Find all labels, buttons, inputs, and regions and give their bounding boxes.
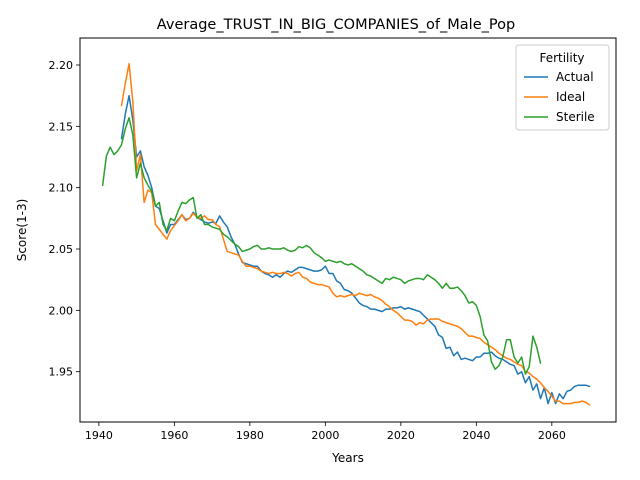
chart-title: Average_TRUST_IN_BIG_COMPANIES_of_Male_P… xyxy=(157,17,515,33)
legend-label-actual: Actual xyxy=(556,70,594,84)
plot-frame xyxy=(79,37,617,423)
y-axis-label: Score(1-3) xyxy=(15,199,29,262)
legend-label-ideal: Ideal xyxy=(556,90,585,104)
legend-box xyxy=(515,44,610,131)
x-tick-label: 2060 xyxy=(538,429,566,442)
series-line-actual xyxy=(120,94,591,405)
y-tick-label: 2.05 xyxy=(49,243,74,256)
y-tick-label: 2.00 xyxy=(49,304,74,317)
legend-title: Fertility xyxy=(539,51,584,65)
x-tick-label: 1960 xyxy=(160,429,188,442)
legend-label-sterile: Sterile xyxy=(556,110,595,124)
x-axis-label: Years xyxy=(331,451,364,465)
x-tick-label: 1940 xyxy=(85,429,113,442)
y-tick-label: 2.20 xyxy=(49,59,74,72)
legend: Fertility Actual Ideal Sterile xyxy=(515,44,610,131)
x-tick-label: 1980 xyxy=(236,429,264,442)
series-line-sterile xyxy=(101,116,542,375)
series-line-ideal xyxy=(120,63,591,406)
axes: 1940 1960 1980 2000 2020 2040 2060 1.95 2.00 2.05… xyxy=(49,59,566,442)
x-tick-label: 2000 xyxy=(311,429,339,442)
y-tick-label: 2.15 xyxy=(49,120,74,133)
y-tick-label: 2.10 xyxy=(49,182,74,195)
x-tick-label: 2040 xyxy=(462,429,490,442)
x-tick-label: 2020 xyxy=(387,429,415,442)
y-tick-label: 1.95 xyxy=(49,366,74,379)
series-layer xyxy=(101,63,591,406)
